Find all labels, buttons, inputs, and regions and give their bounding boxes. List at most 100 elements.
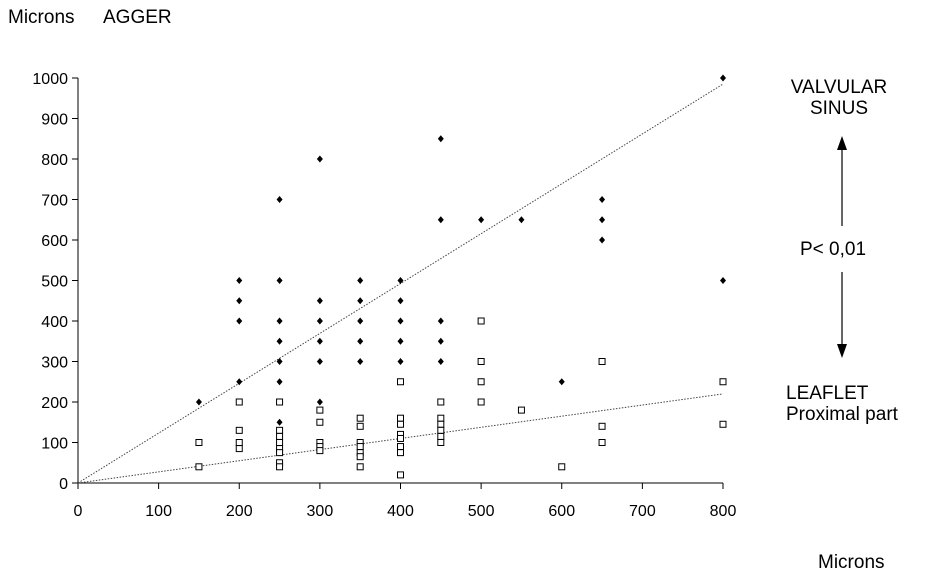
- diamond-point: [316, 317, 323, 325]
- diamond-point: [316, 398, 323, 406]
- annotation-line: Proximal part: [786, 403, 898, 425]
- x-tick-label: 600: [548, 503, 575, 520]
- diamond-point: [276, 196, 283, 203]
- diamond-point: [720, 74, 726, 82]
- chart-title: AGGER: [103, 7, 172, 28]
- y-tick-label: 700: [41, 193, 68, 210]
- diamond-point: [478, 216, 485, 224]
- square-point: [356, 463, 364, 471]
- diamond-point: [397, 317, 404, 325]
- square-point: [719, 378, 727, 386]
- square-point: [235, 398, 243, 406]
- diamond-point: [316, 358, 323, 365]
- diamond-point: [558, 378, 565, 386]
- square-point: [397, 434, 404, 442]
- diamond-point: [236, 297, 243, 305]
- diamond-point: [357, 337, 364, 345]
- up-arrow-head: [837, 136, 847, 150]
- diamond-point: [599, 216, 606, 224]
- square-point: [397, 420, 404, 428]
- diamond-point: [397, 337, 404, 345]
- square-point: [558, 463, 566, 471]
- square-point: [397, 471, 404, 479]
- square-point: [719, 420, 727, 428]
- diamond-point: [316, 155, 323, 163]
- diamond-point: [195, 398, 202, 406]
- annotation-line: VALVULAR: [790, 77, 888, 98]
- axes: 0 100 200 300 400 500 600 700 800 900 1000 0 100 200 3…: [32, 71, 736, 520]
- y-tick-label: 600: [41, 233, 68, 250]
- square-point: [437, 432, 445, 440]
- diamond-point: [236, 378, 243, 386]
- p-value-annotation: P< 0,01: [800, 239, 867, 260]
- square-point: [437, 414, 445, 422]
- square-point: [356, 453, 364, 461]
- square-point: [356, 443, 364, 451]
- diamond-point: [518, 216, 525, 224]
- diamond-point: [357, 277, 364, 284]
- square-point: [276, 426, 284, 434]
- diamond-point: [437, 358, 444, 365]
- diamond-point: [276, 317, 283, 325]
- y-tick-label: 200: [41, 395, 68, 412]
- y-tick-label: 0: [59, 476, 68, 493]
- annotation-line: SINUS: [809, 97, 869, 119]
- diamond-point: [437, 317, 444, 325]
- square-point: [437, 439, 445, 446]
- square-point: [276, 449, 284, 457]
- diamond-point: [720, 277, 726, 284]
- y-axis-label: Microns: [8, 7, 75, 28]
- diamond-point: [397, 277, 404, 284]
- square-point: [477, 378, 485, 386]
- x-tick-label: 700: [629, 503, 656, 520]
- y-tick-label: 500: [41, 274, 68, 291]
- diamond-point: [437, 216, 444, 224]
- square-point: [437, 398, 445, 406]
- trendline: [77, 393, 724, 484]
- y-tick-label: 800: [41, 152, 68, 169]
- diamond-point: [276, 378, 283, 386]
- annotation-arrows: [837, 136, 847, 358]
- x-tick-label: 200: [226, 503, 253, 520]
- diamond-point: [599, 236, 606, 244]
- diamond-point: [316, 337, 323, 345]
- diamond-point: [276, 337, 283, 345]
- square-point: [437, 420, 445, 428]
- y-tick-label: 100: [41, 436, 68, 453]
- x-tick-label: 100: [145, 503, 172, 520]
- x-tick-label: 500: [468, 503, 495, 520]
- square-point: [276, 432, 284, 440]
- square-point: [397, 443, 404, 451]
- square-point: [276, 398, 284, 406]
- valvular-sinus-annotation: VALVULAR SINUS: [779, 77, 899, 120]
- y-tick-label: 300: [41, 355, 68, 372]
- square-point: [195, 463, 203, 471]
- square-point: [276, 463, 284, 471]
- diamond-point: [276, 277, 283, 284]
- square-point: [477, 358, 485, 365]
- square-point: [517, 406, 525, 414]
- x-tick-label: 300: [307, 503, 334, 520]
- square-point: [235, 445, 243, 453]
- square-point: [195, 439, 203, 446]
- square-point: [235, 426, 243, 434]
- square-point: [598, 358, 606, 365]
- square-point: [356, 422, 364, 430]
- y-tick-label: 1000: [32, 71, 68, 88]
- annotation-line: LEAFLET: [786, 383, 869, 404]
- x-tick-label: 0: [74, 503, 83, 520]
- diamond-point: [276, 418, 283, 426]
- square-point: [437, 426, 445, 434]
- square-point: [316, 418, 324, 426]
- diamond-point: [437, 337, 444, 345]
- square-point: [477, 398, 485, 406]
- square-point: [235, 439, 243, 446]
- square-point: [397, 414, 404, 422]
- square-point: [477, 317, 485, 325]
- x-axis-label: Microns: [818, 552, 885, 573]
- y-tick-label: 900: [41, 112, 68, 129]
- diamond-point: [236, 277, 243, 284]
- down-arrow-head: [837, 344, 847, 358]
- x-tick-label: 400: [387, 503, 414, 520]
